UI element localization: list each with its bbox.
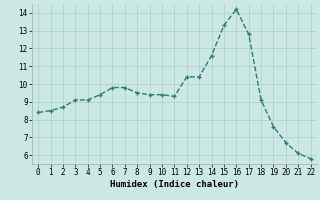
X-axis label: Humidex (Indice chaleur): Humidex (Indice chaleur) xyxy=(110,180,239,189)
